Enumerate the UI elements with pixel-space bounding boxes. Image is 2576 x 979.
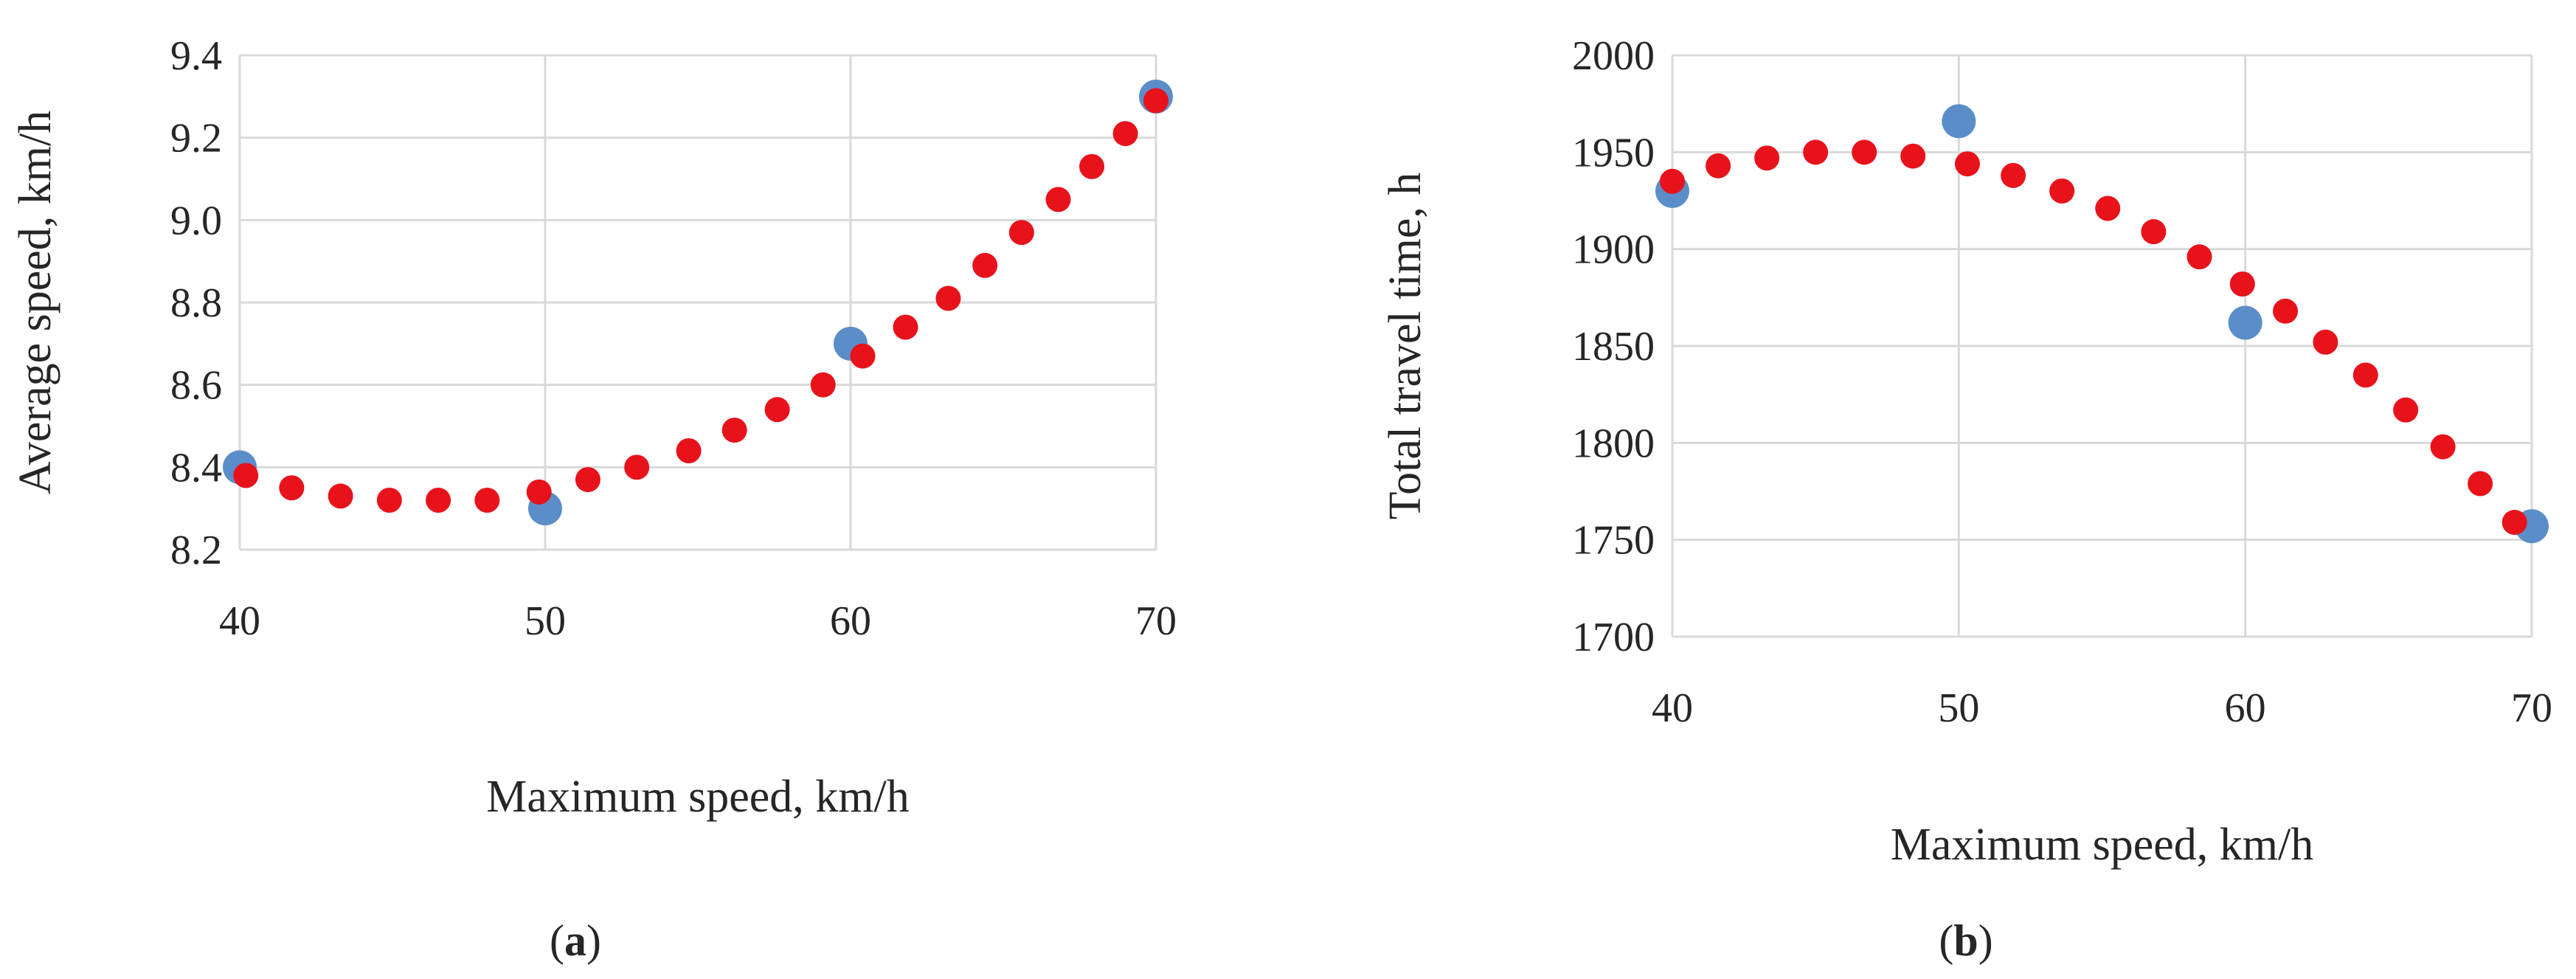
fitted-point: [2187, 244, 2212, 270]
y-tick-label: 9.2: [170, 116, 222, 162]
fitted-point: [2141, 219, 2167, 245]
fitted-point: [1008, 220, 1034, 246]
y-tick-label: 1950: [1572, 130, 1655, 176]
simulated-point: [1942, 104, 1976, 139]
fitted-point: [376, 488, 402, 513]
fitted-point: [2430, 434, 2456, 460]
panel-caption: (b): [1939, 916, 1992, 965]
y-tick-label: 8.6: [170, 363, 222, 409]
x-tick-label: 70: [2511, 685, 2552, 731]
fitted-point: [850, 343, 876, 369]
fitted-point: [2229, 271, 2255, 297]
fitted-point: [1660, 168, 1685, 194]
fitted-point: [1754, 145, 1780, 171]
x-tick-label: 40: [1652, 685, 1693, 731]
fitted-point: [2393, 397, 2419, 423]
y-tick-label: 8.4: [170, 445, 222, 491]
caption-close: ): [586, 916, 601, 965]
fitted-point: [328, 483, 353, 509]
y-tick-label: 8.8: [170, 280, 222, 326]
fitted-point: [2049, 178, 2075, 204]
fitted-point: [426, 488, 451, 513]
fitted-point: [624, 454, 650, 480]
y-tick-label: 2000: [1572, 33, 1655, 79]
x-tick-label: 50: [524, 598, 566, 644]
fitted-point: [893, 314, 918, 340]
fitted-point: [2501, 510, 2527, 536]
y-axis-title: Average speed, km/h: [10, 111, 60, 495]
fitted-point: [764, 397, 790, 423]
y-tick-label: 9.0: [170, 198, 222, 243]
simulated-point: [2228, 305, 2262, 340]
fitted-point: [676, 438, 702, 463]
fitted-point: [1143, 88, 1168, 114]
fitted-point: [1112, 121, 1138, 147]
x-tick-label: 70: [1135, 598, 1177, 644]
y-tick-label: 9.4: [170, 33, 222, 79]
y-tick-label: 1700: [1572, 615, 1655, 660]
fitted-point: [2001, 162, 2026, 188]
chart-a: 8.2 8.4 8.6 8.8 9.0 9.2 9.4 40 50 60 70 Maximum spe…: [10, 33, 1177, 965]
y-axis-title: Total travel time, h: [1380, 173, 1430, 520]
y-tick-label: 8.2: [170, 527, 222, 573]
fitted-point: [810, 372, 836, 398]
caption-close: ): [1978, 916, 1993, 965]
x-tick-label: 60: [2225, 685, 2266, 731]
x-axis-title: Maximum speed, km/h: [486, 772, 909, 822]
fitted-point: [2313, 329, 2338, 355]
fitted-point: [935, 286, 961, 311]
x-tick-label: 40: [219, 598, 260, 644]
y-tick-label: 1850: [1572, 324, 1655, 370]
fitted-point: [1900, 143, 1926, 169]
fitted-point: [1045, 187, 1071, 212]
fitted-point: [2273, 298, 2299, 324]
fitted-point: [1954, 151, 1980, 177]
fitted-point: [1079, 153, 1105, 179]
y-tick-label: 1900: [1572, 227, 1655, 273]
fitted-point: [2468, 471, 2493, 497]
caption-open: (: [550, 916, 564, 965]
panel-caption: (a): [550, 916, 601, 965]
x-tick-label: 50: [1938, 685, 1979, 731]
fitted-point: [972, 252, 998, 278]
caption-letter: a: [564, 916, 586, 965]
x-tick-label: 60: [830, 598, 871, 644]
caption-letter: b: [1953, 916, 1978, 965]
fitted-point: [2352, 362, 2378, 388]
y-tick-label: 1800: [1572, 421, 1655, 466]
fitted-point: [279, 475, 305, 501]
fitted-point: [233, 463, 259, 488]
fitted-point: [1803, 139, 1829, 165]
fitted-point: [474, 488, 500, 513]
caption-open: (: [1939, 916, 1953, 965]
y-tick-label: 1750: [1572, 518, 1655, 564]
fitted-point: [721, 418, 747, 443]
fitted-point: [526, 479, 552, 505]
fitted-point: [2095, 196, 2121, 221]
fitted-point: [575, 467, 600, 493]
chart-b: 1700 1750 1800 1850 1900 1950 2000 40 50 60 70 Maxi…: [1380, 33, 2552, 965]
fitted-point: [1852, 139, 1877, 165]
fitted-point: [1706, 153, 1731, 179]
x-axis-title: Maximum speed, km/h: [1891, 820, 2313, 870]
